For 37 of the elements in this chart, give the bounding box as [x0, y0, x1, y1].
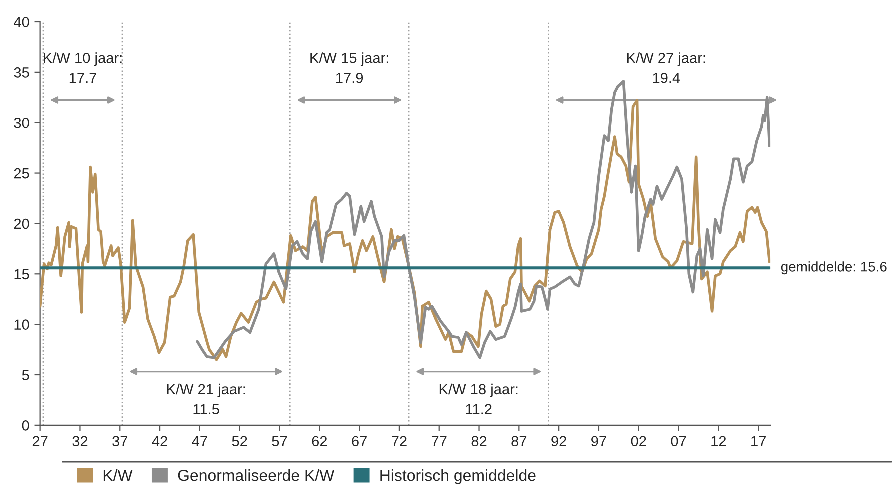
x-tick-label: 42 [152, 436, 168, 446]
annotation: K/W 18 jaar: 11.2 [440, 384, 518, 414]
x-tick-label: 92 [552, 436, 566, 447]
y-tick-label: 15 [14, 269, 30, 280]
annotation: K/W 21 jaar: 11.5 [167, 384, 246, 415]
x-tick-label: 37 [112, 436, 128, 447]
annotation: K/W 10 jaar: 17.7 [44, 52, 122, 84]
x-tick-label: 82 [472, 436, 487, 447]
x-tick-label: 47 [192, 436, 208, 446]
x-tick-label: 32 [72, 436, 88, 447]
x-tick-label: 62 [312, 436, 328, 447]
x-tick-label: 67 [352, 436, 367, 447]
text: gemiddelde: 15.6 [781, 262, 887, 275]
y-tick-label: 5 [22, 370, 30, 380]
y-tick-label: 30 [14, 118, 30, 128]
x-tick-label: 87 [512, 436, 527, 447]
y-tick-label: 25 [14, 168, 30, 179]
x-tick-label: 07 [671, 436, 686, 447]
y-tick-label: 40 [14, 17, 30, 28]
y-tick-label: 10 [14, 320, 30, 330]
x-tick-label: 12 [712, 436, 726, 446]
x-tick-label: 77 [432, 436, 447, 446]
annotation: K/W 27 jaar: 19.4 [627, 52, 706, 84]
annotation: K/W 15 jaar: 17.9 [310, 52, 388, 84]
x-tick-label: 17 [752, 436, 766, 446]
legend-label: Genormaliseerde K/W [178, 470, 335, 482]
y-tick-label: 35 [14, 68, 30, 78]
legend-label: K/W [104, 470, 133, 482]
x-tick-label: 57 [272, 436, 288, 447]
x-tick-label: 27 [32, 436, 48, 446]
legend-label: Historisch gemiddelde [380, 470, 536, 484]
y-tick-label: 20 [14, 218, 30, 230]
x-tick-label: 72 [392, 436, 407, 446]
x-tick-label: 52 [232, 436, 248, 447]
y-tick-label: 0 [22, 420, 30, 431]
x-tick-label: 02 [631, 436, 646, 447]
x-tick-label: 97 [592, 436, 606, 447]
